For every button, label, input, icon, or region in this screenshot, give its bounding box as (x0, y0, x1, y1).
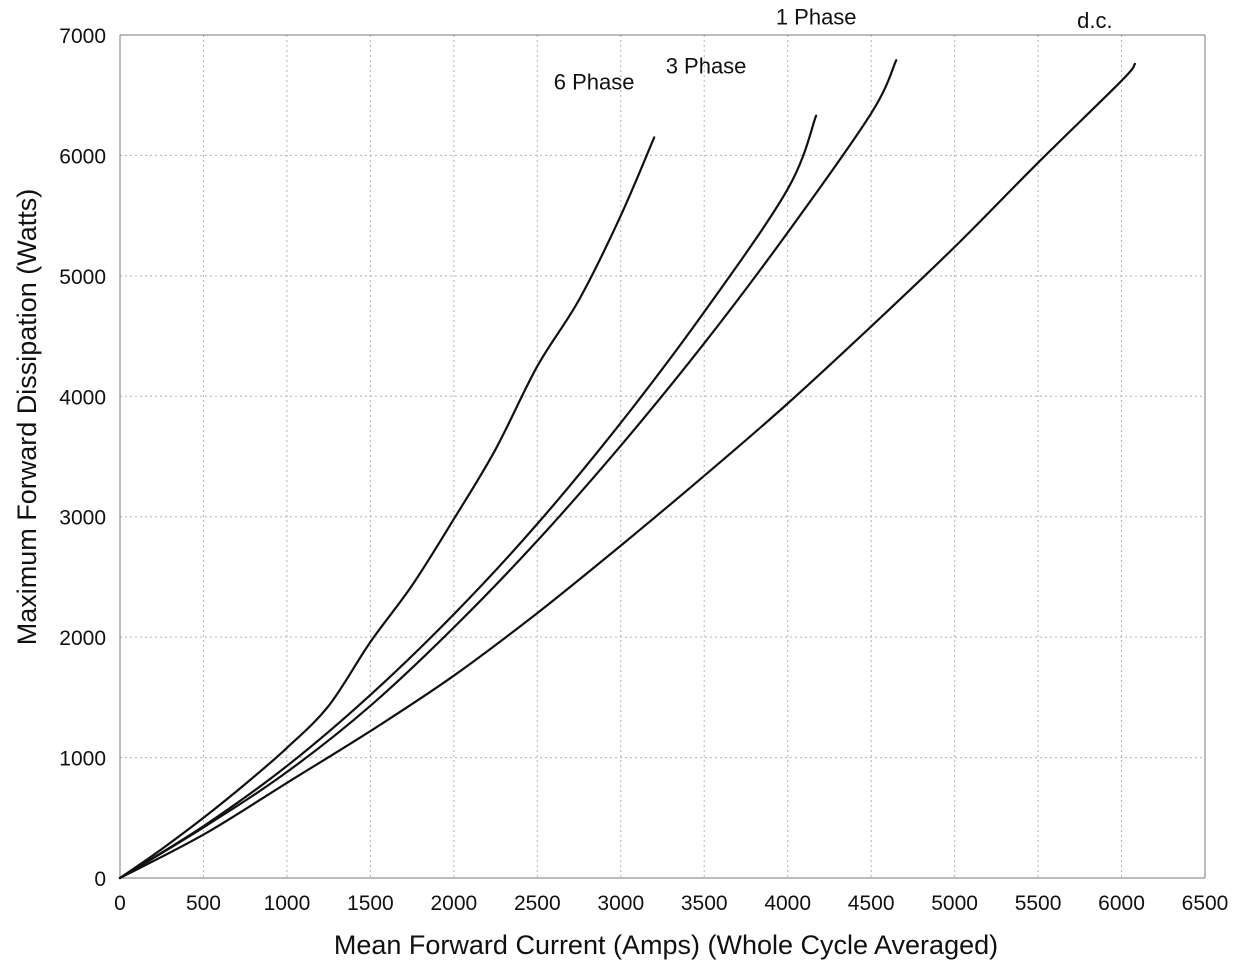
curves (118, 59, 1136, 880)
x-tick-label: 1000 (264, 892, 311, 915)
series-label-3-phase: 3 Phase (666, 54, 747, 79)
x-tick-label: 4000 (764, 892, 811, 915)
plot-frame (119, 34, 1206, 879)
x-tick-label: 2000 (430, 892, 477, 915)
x-tick-label: 500 (186, 892, 221, 915)
y-tick-label: 3000 (59, 507, 106, 530)
x-tick-label: 3000 (597, 892, 644, 915)
y-tick-labels: 0 1000 2000 3000 4000 5000 6000 7000 (59, 25, 106, 891)
x-tick-label: 6500 (1182, 892, 1229, 915)
y-axis-title: Maximum Forward Dissipation (Watts) (12, 189, 42, 646)
x-tick-label: 5500 (1015, 892, 1062, 915)
series-line-3-phase (118, 114, 818, 880)
y-tick-label: 7000 (59, 25, 106, 48)
series-label-6-phase: 6 Phase (554, 69, 635, 94)
y-tick-label: 6000 (59, 145, 106, 168)
x-tick-label: 0 (114, 892, 126, 915)
series-label-d-c: d.c. (1077, 8, 1112, 33)
x-tick-label: 4500 (848, 892, 895, 915)
x-tick-label: 5000 (931, 892, 978, 915)
y-tick-label: 2000 (59, 627, 106, 650)
x-tick-label: 3500 (681, 892, 728, 915)
series-line-1-phase (118, 59, 898, 880)
y-tick-label: 0 (94, 868, 106, 891)
x-tick-labels: 0 500 1000 1500 2000 2500 3000 3500 4000 4500 5000… (114, 892, 1228, 915)
x-tick-label: 1500 (347, 892, 394, 915)
y-tick-label: 1000 (59, 748, 106, 771)
series-labels: 6 Phase 3 Phase 1 Phase d.c. (554, 4, 1113, 94)
series-line-6-phase (118, 136, 656, 880)
series-line-d-c (118, 62, 1136, 880)
x-tick-label: 2500 (514, 892, 561, 915)
y-tick-label: 5000 (59, 266, 106, 289)
x-axis-title: Mean Forward Current (Amps) (Whole Cycle… (334, 930, 998, 960)
y-tick-label: 4000 (59, 386, 106, 409)
x-tick-label: 6000 (1098, 892, 1145, 915)
series-label-1-phase: 1 Phase (776, 4, 857, 29)
